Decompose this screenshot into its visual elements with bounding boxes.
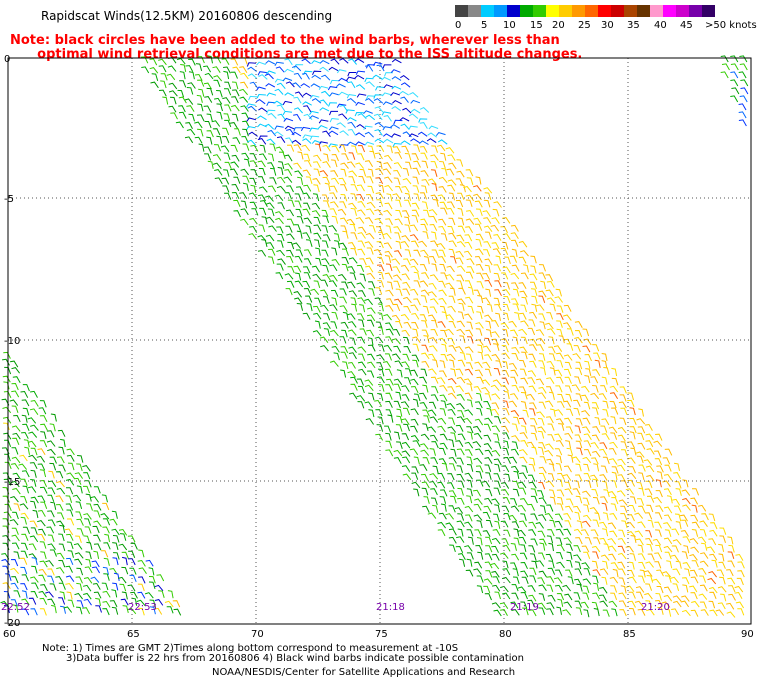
longitude-label: 75 [375, 629, 388, 640]
colorbar-tick-label: 40 [654, 20, 667, 31]
colorbar-tick-label: 20 [552, 20, 565, 31]
colorbar-tick-label: 0 [455, 20, 462, 31]
longitude-label: 90 [741, 629, 754, 640]
colorbar-swatch [624, 5, 637, 17]
longitude-label: 85 [623, 629, 636, 640]
colorbar-tick-label: >50 knots [705, 20, 757, 31]
colorbar-tick-label: 35 [627, 20, 640, 31]
latitude-label: 0 [4, 54, 10, 65]
map-title: Rapidscat Winds(12.5KM) 20160806 descend… [41, 9, 333, 23]
colorbar-swatch [520, 5, 533, 17]
pass-time-label: 21:20 [641, 602, 670, 613]
longitude-label: 80 [499, 629, 512, 640]
wind-barbs [0, 55, 749, 618]
pass-time-label: 22:52 [1, 602, 30, 613]
colorbar-tick-label: 5 [481, 20, 488, 31]
pass-time-label: 22:53 [128, 602, 157, 613]
pass-time-label: 21:18 [376, 602, 405, 613]
colorbar-swatch [507, 5, 520, 17]
latitude-label: -20 [4, 618, 20, 629]
colorbar-tick-label: 25 [578, 20, 591, 31]
pass-time-label: 21:19 [510, 602, 539, 613]
colorbar-tick-label: 45 [680, 20, 693, 31]
longitude-label: 70 [251, 629, 264, 640]
colorbar-swatch [585, 5, 598, 17]
colorbar-swatch [637, 5, 650, 17]
colorbar-swatch [481, 5, 494, 17]
pass-time-labels: 22:52 22:53 21:18 21:19 21:20 [1, 602, 670, 613]
latitude-label: -15 [4, 477, 20, 488]
colorbar-swatch [494, 5, 507, 17]
note-line-1: Note: black circles have been added to t… [10, 33, 560, 48]
colorbar-swatch [611, 5, 624, 17]
longitude-label: 60 [3, 629, 16, 640]
colorbar-swatch [559, 5, 572, 17]
colorbar-swatch [598, 5, 611, 17]
colorbar-tick-label: 15 [530, 20, 543, 31]
colorbar-swatch [546, 5, 559, 17]
colorbar-swatch [468, 5, 481, 17]
footer-note-2: 3)Data buffer is 22 hrs from 20160806 4)… [66, 653, 524, 664]
colorbar-swatch [572, 5, 585, 17]
colorbar-tick-label: 30 [601, 20, 614, 31]
footer-credit: NOAA/NESDIS/Center for Satellite Applica… [212, 667, 516, 678]
colorbar-swatch [650, 5, 663, 17]
colorbar-swatch [689, 5, 702, 17]
colorbar-swatch [676, 5, 689, 17]
colorbar-swatch [455, 5, 468, 17]
longitude-label: 65 [127, 629, 140, 640]
footer-note-1: Note: 1) Times are GMT 2)Times along bot… [42, 643, 459, 654]
colorbar-swatch [533, 5, 546, 17]
colorbar-swatch [702, 5, 715, 17]
latitude-label: -10 [4, 336, 20, 347]
map-frame [7, 57, 752, 625]
latitude-label: -5 [4, 194, 14, 205]
axis-labels: 60 65 70 75 80 85 90 0 -5 -10 -15 -20 [3, 54, 754, 640]
colorbar-swatch [663, 5, 676, 17]
colorbar-tick-label: 10 [503, 20, 516, 31]
